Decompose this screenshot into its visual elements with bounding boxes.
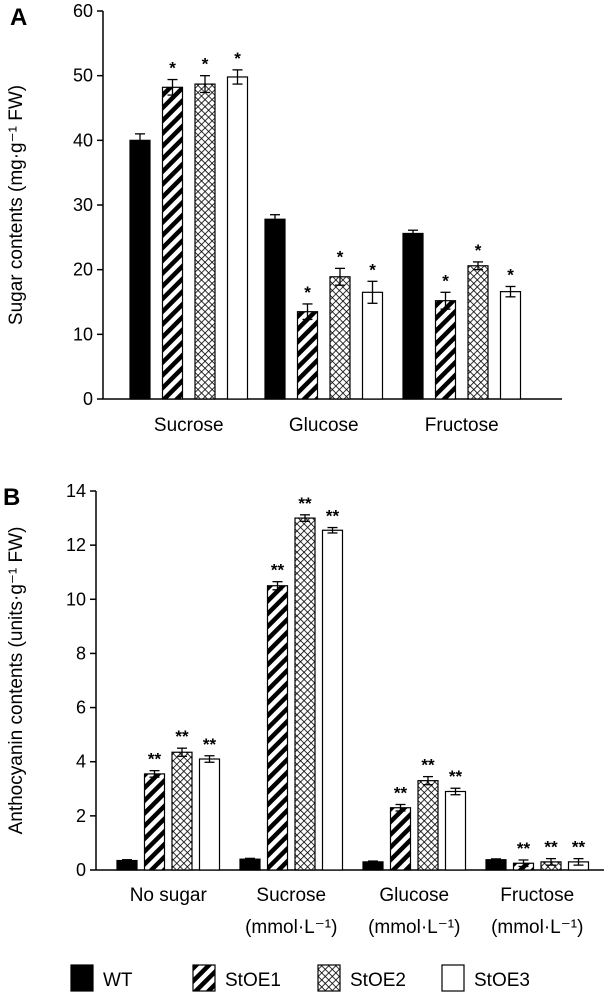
bar-stoe1-glucose	[389, 807, 412, 871]
significance-marker: **	[449, 767, 463, 786]
significance-marker: *	[442, 271, 449, 290]
y-tick-label: 8	[76, 643, 86, 663]
significance-marker: **	[517, 839, 531, 858]
significance-marker: **	[572, 838, 586, 857]
bar-wt-sucrose	[239, 858, 261, 871]
legend: WT StOE1 StOE2 StOE3	[70, 964, 530, 992]
bar-wt-sucrose	[129, 139, 151, 400]
significance-marker: *	[234, 49, 241, 68]
significance-marker: **	[271, 561, 285, 580]
y-axis-label: Sugar contents (mg·g⁻¹ FW)	[6, 85, 27, 325]
significance-marker: **	[326, 507, 340, 526]
panel-b-chart: B 0 2 4 6 8 10 12 14 Anthocyanin contents (units·…	[3, 481, 604, 938]
y-tick-label: 0	[76, 860, 86, 880]
bar-wt-glucose	[264, 218, 286, 400]
legend-label-stoe1: StOE1	[225, 970, 281, 991]
category-unit-label: (mmol·L⁻¹)	[491, 917, 583, 938]
bar-stoe3-glucose	[444, 790, 467, 871]
y-tick-label: 10	[66, 589, 86, 609]
bar-stoe3-glucose	[361, 291, 384, 400]
category-label: Glucose	[379, 885, 449, 906]
significance-marker: **	[394, 783, 408, 802]
significance-marker: **	[148, 750, 162, 769]
significance-marker: *	[507, 265, 514, 284]
bar-wt-fructose	[485, 859, 507, 871]
y-axis-label: Anthocyanin contents (units·g⁻¹ FW)	[6, 527, 27, 835]
significance-marker: **	[203, 735, 217, 754]
bar-stoe2-no-sugar	[171, 751, 193, 871]
bar-stoe2-glucose	[417, 780, 439, 871]
y-tick-label: 12	[66, 535, 86, 555]
y-tick-label: 20	[73, 260, 93, 280]
bar-stoe3-sucrose	[321, 529, 344, 871]
bar-wt-fructose	[402, 232, 424, 400]
y-tick-label: 10	[73, 324, 93, 344]
category-unit-label: (mmol·L⁻¹)	[368, 917, 460, 938]
category-label: Glucose	[289, 415, 359, 436]
panel-letter: B	[3, 484, 20, 511]
y-tick-label: 4	[76, 752, 86, 772]
legend-label-wt: WT	[103, 970, 133, 991]
y-tick-label: 50	[73, 66, 93, 86]
category-label: No sugar	[130, 885, 208, 906]
category-label: Sucrose	[154, 415, 224, 436]
category-unit-label: (mmol·L⁻¹)	[245, 917, 337, 938]
bar-stoe2-sucrose	[194, 83, 216, 400]
y-tick-label: 6	[76, 698, 86, 718]
bar-stoe1-sucrose	[266, 585, 289, 871]
significance-marker: **	[544, 838, 558, 857]
legend-swatch-wt	[70, 964, 94, 992]
legend-swatch-stoe2	[317, 964, 341, 992]
significance-marker: *	[202, 55, 209, 74]
bar-stoe1-sucrose	[161, 86, 184, 400]
y-tick-label: 14	[66, 481, 86, 501]
significance-marker: *	[369, 260, 376, 279]
bar-stoe2-fructose	[467, 265, 489, 400]
significance-marker: **	[298, 494, 312, 513]
panel-a-chart: A 0 10 20 30 40 50 60 Sugar contents (mg·g⁻¹ FW)…	[6, 1, 562, 436]
significance-marker: *	[304, 283, 311, 302]
legend-label-stoe3: StOE3	[474, 970, 530, 991]
panel-letter: A	[10, 4, 27, 31]
bar-stoe1-fructose	[434, 300, 457, 400]
bar-stoe1-no-sugar	[143, 773, 166, 871]
bar-stoe2-sucrose	[294, 517, 316, 871]
y-tick-label: 0	[83, 389, 93, 409]
significance-marker: *	[475, 241, 482, 260]
significance-marker: *	[337, 247, 344, 266]
category-label: Fructose	[500, 885, 574, 906]
significance-marker: **	[421, 756, 435, 775]
bar-stoe3-no-sugar	[198, 758, 221, 871]
category-label: Fructose	[425, 415, 499, 436]
legend-swatch-stoe3	[441, 964, 465, 992]
bar-stoe3-fructose	[499, 291, 522, 400]
legend-swatch-stoe1	[192, 964, 216, 992]
bar-stoe2-glucose	[329, 276, 351, 400]
y-tick-label: 30	[73, 195, 93, 215]
category-label: Sucrose	[256, 885, 326, 906]
significance-marker: **	[175, 727, 189, 746]
bar-stoe3-sucrose	[226, 76, 249, 400]
y-tick-label: 2	[76, 806, 86, 826]
bar-stoe1-glucose	[296, 311, 319, 400]
significance-marker: *	[169, 59, 176, 78]
y-tick-label: 60	[73, 1, 93, 21]
legend-label-stoe2: StOE2	[350, 970, 406, 991]
y-tick-label: 40	[73, 130, 93, 150]
